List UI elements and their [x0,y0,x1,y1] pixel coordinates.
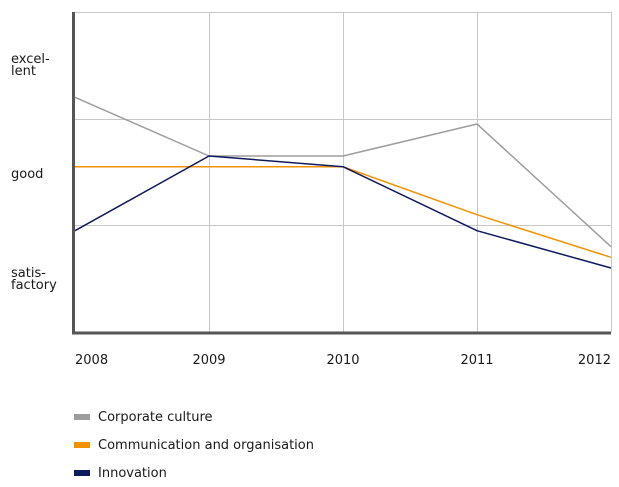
x-tick-label-2009: 2009 [192,353,225,368]
legend-item-communication: Communication and organisation [74,431,314,459]
x-tick-label-2011: 2011 [460,353,493,368]
series-line-innovation [74,155,612,269]
y-tick-label-satisfactory: satis- factory [11,266,57,293]
legend-swatch-innovation [74,470,90,476]
legend-swatch-communication [74,442,90,448]
legend-item-innovation: Innovation [74,459,314,487]
legend-label-innovation: Innovation [98,465,167,481]
chart-legend: Corporate culture Communication and orga… [74,403,314,487]
x-tick-label-2012: 2012 [578,353,611,368]
series-line-corporate-culture [74,96,612,248]
legend-label-communication: Communication and organisation [98,437,314,453]
x-tick-label-2008: 2008 [75,353,108,368]
x-tick-label-2010: 2010 [326,353,359,368]
line-chart: 2008 2009 2010 2011 2012 [72,12,612,368]
y-tick-label-good: good [11,167,44,182]
legend-label-corporate-culture: Corporate culture [98,409,213,425]
legend-item-corporate-culture: Corporate culture [74,403,314,431]
legend-swatch-corporate-culture [74,414,90,420]
y-tick-label-excellent: excel- lent [11,52,50,79]
